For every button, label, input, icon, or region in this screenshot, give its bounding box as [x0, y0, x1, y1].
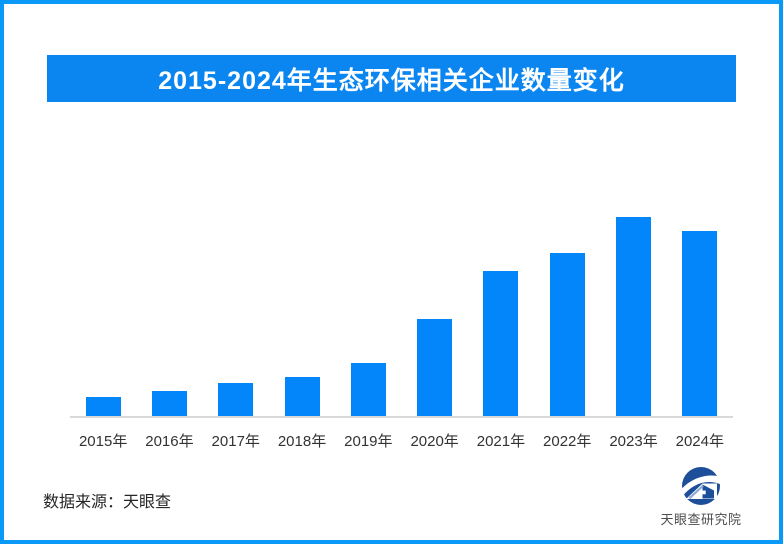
brand-logo-caption: 天眼查研究院 [660, 512, 742, 527]
bar-slot [667, 197, 733, 417]
bar-slot [269, 197, 335, 417]
bar-chart [70, 197, 733, 417]
x-tick-label: 2024年 [675, 433, 724, 450]
brand-logo: 天眼查研究院 [659, 466, 743, 528]
data-source-note: 数据来源：天眼查 [43, 494, 172, 511]
bar-slot [600, 197, 666, 417]
bar-slot [534, 197, 600, 417]
x-tick-label: 2023年 [609, 433, 658, 450]
bar-2022年 [549, 253, 585, 417]
x-tick-label: 2017年 [211, 433, 260, 450]
x-tick-label: 2020年 [410, 433, 459, 450]
tianyancha-logo-icon [681, 467, 721, 505]
x-tick-label: 2016年 [145, 433, 194, 450]
x-tick-label: 2015年 [78, 433, 128, 450]
bar-2018年 [284, 377, 320, 417]
bar-slot [468, 197, 534, 417]
x-tick-label: 2018年 [277, 433, 327, 450]
bar-2015年 [85, 397, 121, 417]
bar-2023年 [616, 217, 652, 417]
x-axis-line [70, 416, 733, 418]
bar-slot [335, 197, 401, 417]
bar-2016年 [151, 391, 187, 417]
bar-2017年 [218, 383, 254, 417]
x-tick-label: 2022年 [543, 433, 592, 450]
bar-2020年 [417, 319, 453, 417]
x-tick-label: 2021年 [476, 433, 526, 450]
bar-slot [70, 197, 136, 417]
bar-slot [401, 197, 467, 417]
chart-title: 2015-2024年生态环保相关企业数量变化 [158, 66, 625, 95]
bar-2021年 [483, 271, 519, 417]
x-tick-label: 2019年 [344, 433, 393, 450]
bar-2024年 [682, 231, 718, 417]
title-banner: 2015-2024年生态环保相关企业数量变化 [47, 55, 736, 102]
bar-slot [203, 197, 269, 417]
x-axis-labels: 2015年 2016年 2017年 2018年 2019年 2020年 2021年 2022年… [70, 430, 733, 451]
bar-slot [136, 197, 202, 417]
bar-2019年 [350, 363, 386, 417]
